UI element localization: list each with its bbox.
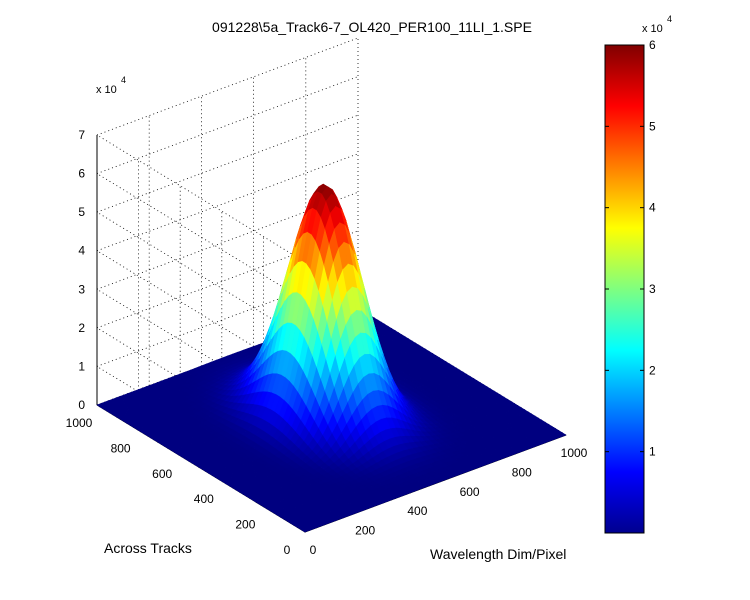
colorbar-tick-label: 1 (649, 445, 656, 459)
colorbar-tick-label: 6 (649, 38, 656, 52)
z-tick-label: 7 (78, 128, 85, 142)
colorbar-multiplier-exponent: 4 (667, 14, 672, 24)
x-axis-label: Wavelength Dim/Pixel (430, 546, 566, 562)
z-tick-label: 2 (78, 321, 85, 335)
axis-ticks: 0 200 400 600 800 1000 0 200 400 600 800 1000 0 1 2 3 4 5… (66, 128, 588, 557)
y-tick-label: 0 (284, 543, 291, 557)
z-multiplier-text: x 10 (96, 84, 117, 96)
surface-patch (555, 432, 567, 438)
z-axis-multiplier: x 10 4 (96, 75, 126, 96)
surface-plot (96, 183, 567, 533)
grid-line (96, 173, 306, 301)
colorbar-tick-label: 5 (649, 119, 656, 133)
z-multiplier-exponent: 4 (121, 75, 126, 85)
colorbar-tick-label: 2 (649, 363, 656, 377)
x-tick-label: 800 (512, 465, 532, 479)
y-tick-label: 600 (152, 467, 172, 481)
z-tick-label: 3 (78, 282, 85, 296)
z-tick-label: 6 (78, 167, 85, 181)
chart-title-text: 091228\5a_Track6-7_OL420_PER100_11LI_1.S… (212, 19, 532, 35)
grid-line (96, 114, 359, 213)
z-tick-label: 5 (78, 205, 85, 219)
grid-line (96, 134, 306, 263)
x-tick-label: 600 (460, 485, 480, 499)
z-tick-label: 0 (78, 398, 85, 412)
y-tick-label: 800 (111, 441, 131, 455)
y-axis-label: Across Tracks (104, 540, 192, 556)
z-tick-label: 4 (78, 244, 85, 258)
grid-line (96, 76, 359, 174)
x-tick-label: 0 (310, 543, 317, 557)
y-tick-label: 400 (194, 492, 214, 506)
x-tick-label: 1000 (561, 446, 588, 460)
y-tick-label: 200 (235, 518, 255, 532)
colorbar-gradient (604, 44, 645, 534)
colorbar: 1 2 3 4 5 6 x 10 4 (604, 14, 672, 534)
colorbar-ticks: 1 2 3 4 5 6 (605, 38, 656, 459)
y-tick-label: 1000 (66, 416, 93, 430)
colorbar-tick-label: 4 (649, 201, 656, 215)
colorbar-tick-label: 3 (649, 282, 656, 296)
chart-title: 091228\5a_Track6-7_OL420_PER100_11LI_1.S… (212, 19, 532, 35)
z-tick-label: 1 (78, 359, 85, 373)
x-tick-label: 400 (407, 504, 427, 518)
colorbar-multiplier-text: x 10 (642, 23, 663, 35)
grid-line (96, 153, 359, 252)
x-tick-label: 200 (355, 524, 375, 538)
grid-line (96, 37, 359, 136)
grid-line (96, 211, 306, 340)
